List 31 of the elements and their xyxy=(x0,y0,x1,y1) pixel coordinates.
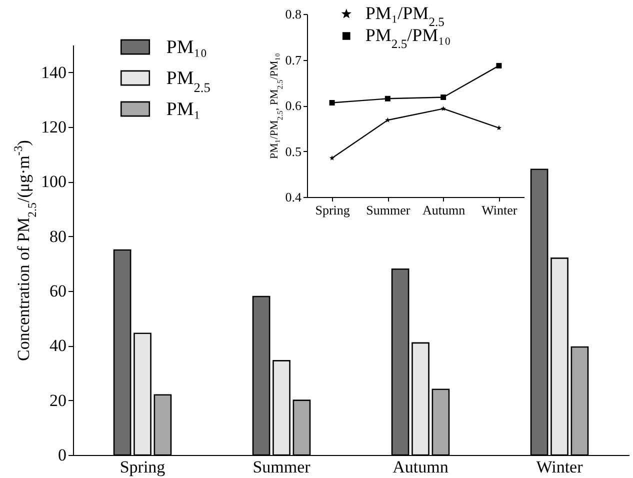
y-tick-label: 80 xyxy=(50,226,66,246)
y-tick-label: 20 xyxy=(50,390,66,410)
y-tick-label: 0.4 xyxy=(285,190,302,204)
x-tick-label: Spring xyxy=(315,202,350,218)
point xyxy=(385,117,390,122)
x-tick-label: Autumn xyxy=(392,458,449,476)
point xyxy=(496,62,502,68)
y-tick-label: 0.5 xyxy=(285,144,302,159)
x-tick-label: Winter xyxy=(482,202,518,218)
y-tick-label: 140 xyxy=(41,62,66,82)
y-tick-label: 60 xyxy=(50,282,66,300)
x-tick-label: Summer xyxy=(252,458,311,476)
y-tick-label: 40 xyxy=(50,336,66,356)
x-tick-label: Spring xyxy=(120,458,166,476)
legend-label: PM$_{2.5}$ xyxy=(166,68,211,94)
y-tick-label: 120 xyxy=(41,118,66,136)
y-tick-label: 100 xyxy=(41,172,66,192)
legend-label: PM₁₀ xyxy=(166,37,207,58)
point xyxy=(329,155,335,160)
y-tick-label: 0.6 xyxy=(285,98,302,113)
y-tick-label: 0 xyxy=(58,446,66,464)
point xyxy=(440,106,446,111)
point xyxy=(329,100,335,106)
x-tick-label: Summer xyxy=(366,202,411,218)
y-tick-label: 0.7 xyxy=(285,52,302,68)
x-tick-label: Winter xyxy=(536,458,584,476)
point xyxy=(384,96,390,102)
x-tick-label: Autumn xyxy=(422,202,466,218)
legend-label: PM₁ xyxy=(166,99,200,120)
y-tick-label: 0.8 xyxy=(285,6,302,22)
point xyxy=(440,94,446,100)
